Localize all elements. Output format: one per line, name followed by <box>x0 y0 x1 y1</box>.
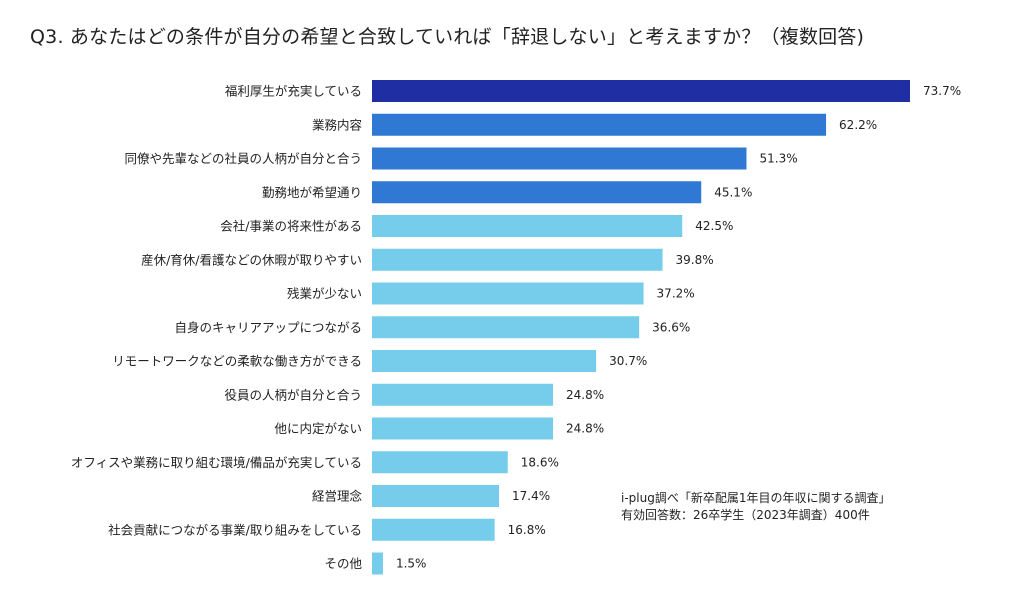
category-label-6: 産休/育休/看護などの休暇が取りやすい <box>141 252 362 267</box>
value-label-14: 16.8% <box>508 523 546 537</box>
bar-7 <box>372 282 644 305</box>
bar-1 <box>372 80 911 102</box>
category-label-4: 勤務地が希望通り <box>262 185 362 200</box>
source-note: i-plug調べ「新卒配属1年目の年収に関する調査」 有効回答数：26卒学生（2… <box>621 490 890 524</box>
value-label-13: 17.4% <box>512 489 550 503</box>
category-label-5: 会社/事業の将来性がある <box>220 219 362 234</box>
bar-9 <box>372 350 597 372</box>
value-label-10: 24.8% <box>566 388 604 402</box>
value-label-9: 30.7% <box>609 354 647 368</box>
value-label-8: 36.6% <box>652 320 690 334</box>
chart-title: Q3. あなたはどの条件が自分の希望と合致していれば「辞退しない」と考えますか？… <box>30 26 865 48</box>
value-label-2: 62.2% <box>839 118 877 132</box>
bar-3 <box>372 147 747 170</box>
category-label-15: その他 <box>324 556 362 571</box>
category-label-7: 残業が少ない <box>287 286 362 301</box>
bar-11 <box>372 417 554 440</box>
value-label-3: 51.3% <box>759 152 797 166</box>
category-label-10: 役員の人柄が自分と合う <box>224 387 362 402</box>
category-label-8: 自身のキャリアアップにつながる <box>174 320 362 335</box>
value-label-4: 45.1% <box>714 185 752 199</box>
bar-13 <box>372 485 500 507</box>
category-label-11: 他に内定がない <box>274 421 362 436</box>
source-note-line-1: i-plug調べ「新卒配属1年目の年収に関する調査」 <box>621 491 891 505</box>
value-label-6: 39.8% <box>676 253 714 267</box>
value-label-11: 24.8% <box>566 422 604 436</box>
bar-4 <box>372 181 702 204</box>
bar-12 <box>372 451 508 474</box>
category-label-12: オフィスや業務に取り組む環境/備品が充実している <box>71 455 362 470</box>
category-label-1: 福利厚生が充実している <box>225 84 362 99</box>
bar-6 <box>372 248 663 271</box>
bar-8 <box>372 316 640 339</box>
value-label-12: 18.6% <box>521 455 559 469</box>
value-label-15: 1.5% <box>396 557 427 571</box>
bar-14 <box>372 518 495 541</box>
source-note-line-2: 有効回答数：26卒学生（2023年調査）400件 <box>621 508 870 522</box>
category-label-3: 同僚や先輩などの社員の人柄が自分と合う <box>124 151 362 166</box>
category-label-2: 業務内容 <box>312 117 362 132</box>
value-label-5: 42.5% <box>695 219 733 233</box>
category-label-14: 社会貢献につながる事業/取り組みをしている <box>108 522 362 537</box>
category-label-9: リモートワークなどの柔軟な働き方ができる <box>112 354 362 369</box>
bar-5 <box>372 215 683 237</box>
value-label-7: 37.2% <box>657 287 695 301</box>
category-label-13: 経営理念 <box>312 489 363 504</box>
bar-15 <box>372 552 383 575</box>
bar-2 <box>372 113 827 136</box>
value-label-1: 73.7% <box>923 84 961 98</box>
bar-10 <box>372 383 554 406</box>
